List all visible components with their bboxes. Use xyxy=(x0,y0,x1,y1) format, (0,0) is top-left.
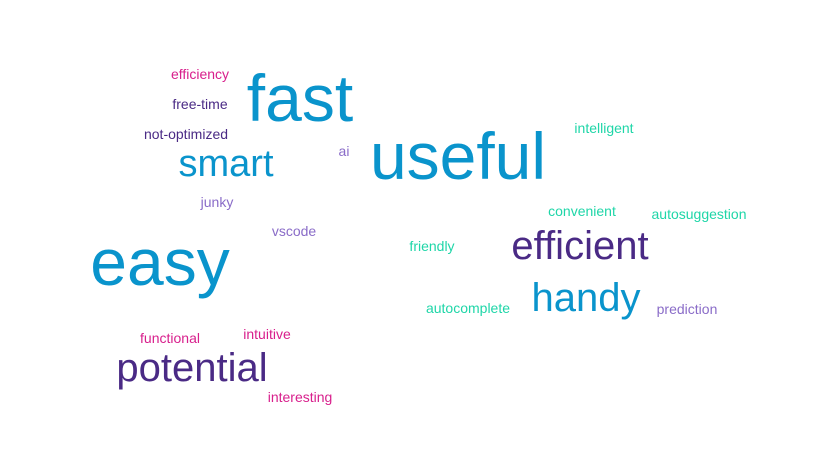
word-autosuggestion: autosuggestion xyxy=(651,206,747,222)
word-convenient: convenient xyxy=(548,203,616,219)
word-ai: ai xyxy=(338,143,350,159)
word-handy: handy xyxy=(531,276,641,320)
word-useful: useful xyxy=(369,119,547,193)
word-vscode: vscode xyxy=(271,223,317,239)
word-interesting: interesting xyxy=(267,389,333,405)
word-smart: smart xyxy=(178,143,274,185)
word-prediction: prediction xyxy=(656,301,718,317)
word-easy: easy xyxy=(90,225,230,299)
word-fast: fast xyxy=(246,61,354,135)
word-friendly: friendly xyxy=(409,238,455,254)
word-potential: potential xyxy=(116,346,268,390)
word-junky: junky xyxy=(200,194,234,210)
word-not-optimized: not-optimized xyxy=(143,126,229,142)
word-intuitive: intuitive xyxy=(243,326,291,342)
word-autocomplete: autocomplete xyxy=(425,300,511,316)
word-intelligent: intelligent xyxy=(574,120,634,136)
word-efficiency: efficiency xyxy=(170,66,230,82)
word-free-time: free-time xyxy=(172,96,228,112)
word-functional: functional xyxy=(140,330,200,346)
word-efficient: efficient xyxy=(511,224,649,268)
